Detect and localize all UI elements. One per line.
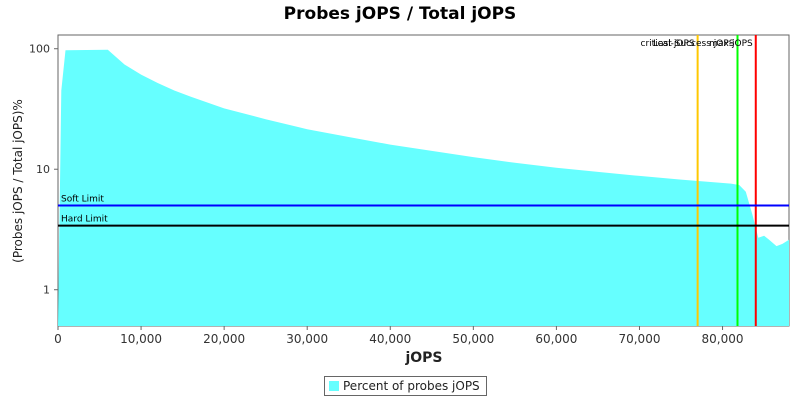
x-tick-label-1: 10,000 [120, 332, 162, 346]
x-axis-label: jOPS [404, 350, 442, 366]
chart-title: Probes jOPS / Total jOPS [283, 4, 517, 24]
vline-label-1: Last Success jOPS [653, 39, 735, 49]
x-tick-label-7: 70,000 [618, 332, 660, 346]
x-tick-label-3: 30,000 [286, 332, 328, 346]
y-tick-label-1: 10 [36, 163, 50, 176]
vline-label-0: critical-jOPS [641, 39, 695, 49]
y-tick-label-2: 100 [29, 43, 50, 56]
x-tick-label-5: 50,000 [452, 332, 494, 346]
y-tick-label-0: 1 [43, 284, 50, 297]
x-tick-label-6: 60,000 [535, 332, 577, 346]
x-tick-label-4: 40,000 [369, 332, 411, 346]
series-area-0 [58, 49, 789, 327]
legend: Percent of probes jOPS [324, 376, 487, 396]
x-tick-label-0: 0 [54, 332, 62, 346]
x-tick-label-8: 80,000 [702, 332, 744, 346]
x-tick-label-2: 20,000 [203, 332, 245, 346]
hline-label-0: Soft Limit [61, 195, 104, 205]
hline-label-1: Hard Limit [61, 215, 108, 225]
legend-label: Percent of probes jOPS [343, 379, 480, 393]
y-axis-label: (Probes jOPS / Total jOPS)% [11, 99, 25, 263]
legend-swatch-icon [329, 381, 339, 391]
vline-label-2: max-jOPS [709, 39, 753, 49]
